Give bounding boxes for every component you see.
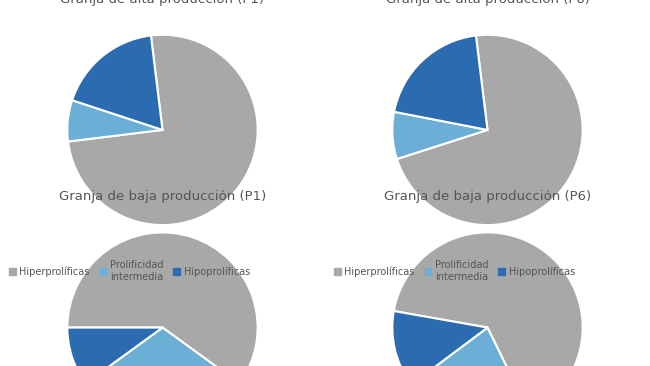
Wedge shape [394, 36, 488, 130]
Wedge shape [393, 112, 488, 159]
Wedge shape [68, 100, 162, 142]
Legend: Hiperprolíficas, Prolificidad
intermedia, Hipoprolíficas: Hiperprolíficas, Prolificidad intermedia… [330, 256, 579, 285]
Title: Granja de alta producción (P6): Granja de alta producción (P6) [385, 0, 590, 5]
Wedge shape [68, 232, 257, 366]
Title: Granja de alta producción (P1): Granja de alta producción (P1) [60, 0, 265, 5]
Title: Granja de baja producción (P1): Granja de baja producción (P1) [59, 190, 266, 203]
Wedge shape [411, 328, 529, 366]
Wedge shape [72, 36, 162, 130]
Title: Granja de baja producción (P6): Granja de baja producción (P6) [384, 190, 591, 203]
Wedge shape [394, 232, 582, 366]
Wedge shape [393, 311, 488, 366]
Wedge shape [68, 328, 162, 366]
Wedge shape [68, 35, 257, 225]
Wedge shape [86, 328, 239, 366]
Wedge shape [397, 35, 582, 225]
Legend: Hiperprolíficas, Prolificidad
intermedia, Hipoprolíficas: Hiperprolíficas, Prolificidad intermedia… [5, 256, 254, 285]
